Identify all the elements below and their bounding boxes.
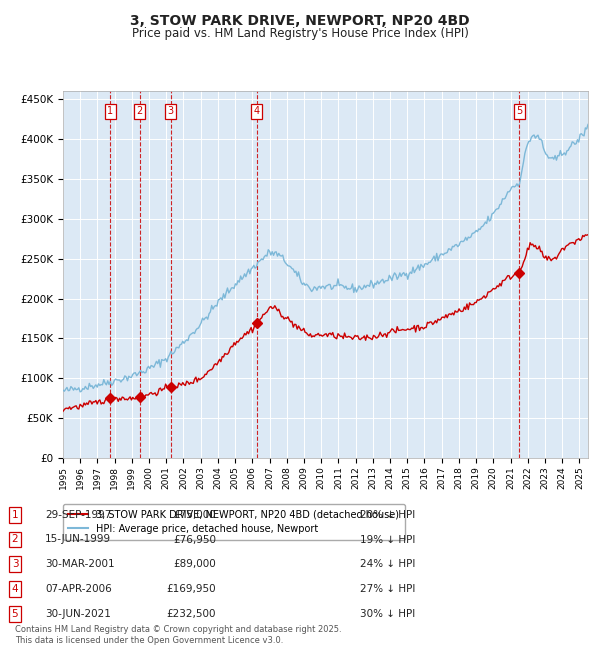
Text: 3: 3 (167, 106, 173, 116)
Text: 3, STOW PARK DRIVE, NEWPORT, NP20 4BD: 3, STOW PARK DRIVE, NEWPORT, NP20 4BD (130, 14, 470, 29)
Text: 4: 4 (11, 584, 19, 594)
Text: 1: 1 (11, 510, 19, 520)
Text: 2: 2 (11, 534, 19, 545)
Text: 30-MAR-2001: 30-MAR-2001 (45, 559, 115, 569)
Text: 5: 5 (516, 106, 522, 116)
Text: 24% ↓ HPI: 24% ↓ HPI (360, 559, 415, 569)
Text: 15-JUN-1999: 15-JUN-1999 (45, 534, 111, 545)
Text: Contains HM Land Registry data © Crown copyright and database right 2025.
This d: Contains HM Land Registry data © Crown c… (15, 625, 341, 645)
Legend: 3, STOW PARK DRIVE, NEWPORT, NP20 4BD (detached house), HPI: Average price, deta: 3, STOW PARK DRIVE, NEWPORT, NP20 4BD (d… (62, 504, 404, 540)
Text: 07-APR-2006: 07-APR-2006 (45, 584, 112, 594)
Text: 20% ↓ HPI: 20% ↓ HPI (360, 510, 415, 520)
Text: 30-JUN-2021: 30-JUN-2021 (45, 608, 111, 619)
Text: Price paid vs. HM Land Registry's House Price Index (HPI): Price paid vs. HM Land Registry's House … (131, 27, 469, 40)
Text: 29-SEP-1997: 29-SEP-1997 (45, 510, 112, 520)
Text: 30% ↓ HPI: 30% ↓ HPI (360, 608, 415, 619)
Text: 2: 2 (137, 106, 143, 116)
Text: £75,000: £75,000 (173, 510, 216, 520)
Text: 5: 5 (11, 608, 19, 619)
Text: 19% ↓ HPI: 19% ↓ HPI (360, 534, 415, 545)
Text: £76,950: £76,950 (173, 534, 216, 545)
Text: £232,500: £232,500 (167, 608, 216, 619)
Text: 4: 4 (254, 106, 260, 116)
Text: 1: 1 (107, 106, 113, 116)
Text: 27% ↓ HPI: 27% ↓ HPI (360, 584, 415, 594)
Text: 3: 3 (11, 559, 19, 569)
Text: £89,000: £89,000 (173, 559, 216, 569)
Text: £169,950: £169,950 (166, 584, 216, 594)
